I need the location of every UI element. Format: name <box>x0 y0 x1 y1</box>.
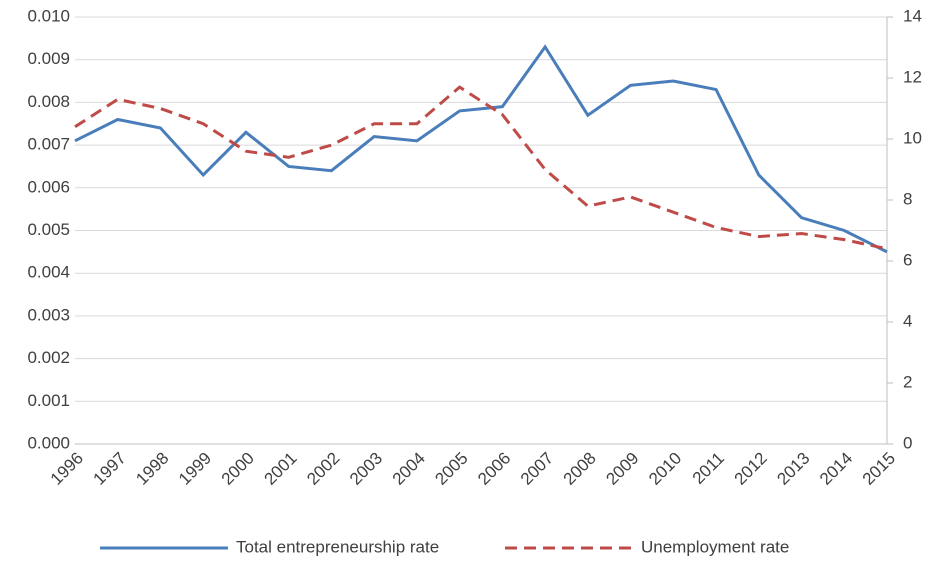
y-tick-label: 0.007 <box>27 135 70 154</box>
y2-tick-label: 2 <box>903 372 912 391</box>
y-tick-label: 0.001 <box>27 391 70 410</box>
x-tick-label: 2012 <box>731 449 771 489</box>
x-tick-label: 2007 <box>517 449 557 489</box>
y-tick-label: 0.010 <box>27 6 70 25</box>
x-tick-label: 2001 <box>261 449 301 489</box>
y2-tick-label: 10 <box>903 128 922 147</box>
y2-tick-label: 6 <box>903 250 912 269</box>
x-tick-label: 1996 <box>47 449 87 489</box>
y2-tick-label: 0 <box>903 433 912 452</box>
y-tick-label: 0.000 <box>27 433 70 452</box>
x-tick-label: 2006 <box>474 449 514 489</box>
y-tick-label: 0.005 <box>27 220 70 239</box>
legend-label: Total entrepreneurship rate <box>236 537 439 556</box>
x-tick-label: 2003 <box>346 449 386 489</box>
x-tick-label: 2014 <box>816 449 856 489</box>
y-tick-label: 0.009 <box>27 49 70 68</box>
x-tick-label: 2015 <box>859 449 899 489</box>
y2-tick-label: 12 <box>903 67 922 86</box>
x-tick-label: 2009 <box>602 449 642 489</box>
x-tick-label: 2013 <box>773 449 813 489</box>
y-tick-label: 0.002 <box>27 348 70 367</box>
x-tick-label: 1997 <box>90 449 130 489</box>
y2-tick-label: 14 <box>903 6 922 25</box>
legend-label: Unemployment rate <box>641 537 789 556</box>
series-line <box>74 44 888 254</box>
x-tick-label: 2004 <box>389 449 429 489</box>
y-tick-label: 0.006 <box>27 177 70 196</box>
x-tick-label: 2011 <box>689 449 728 488</box>
y-tick-label: 0.003 <box>27 305 70 324</box>
x-tick-label: 1999 <box>175 449 215 489</box>
x-tick-label: 2005 <box>431 449 471 489</box>
x-tick-label: 2008 <box>560 449 600 489</box>
y-tick-label: 0.008 <box>27 92 70 111</box>
y-tick-label: 0.004 <box>27 263 70 282</box>
x-tick-label: 2002 <box>303 449 343 489</box>
y2-tick-label: 4 <box>903 311 912 330</box>
x-tick-label: 1998 <box>132 449 172 489</box>
y2-tick-label: 8 <box>903 189 912 208</box>
x-tick-label: 2010 <box>645 449 685 489</box>
x-tick-label: 2000 <box>218 449 258 489</box>
